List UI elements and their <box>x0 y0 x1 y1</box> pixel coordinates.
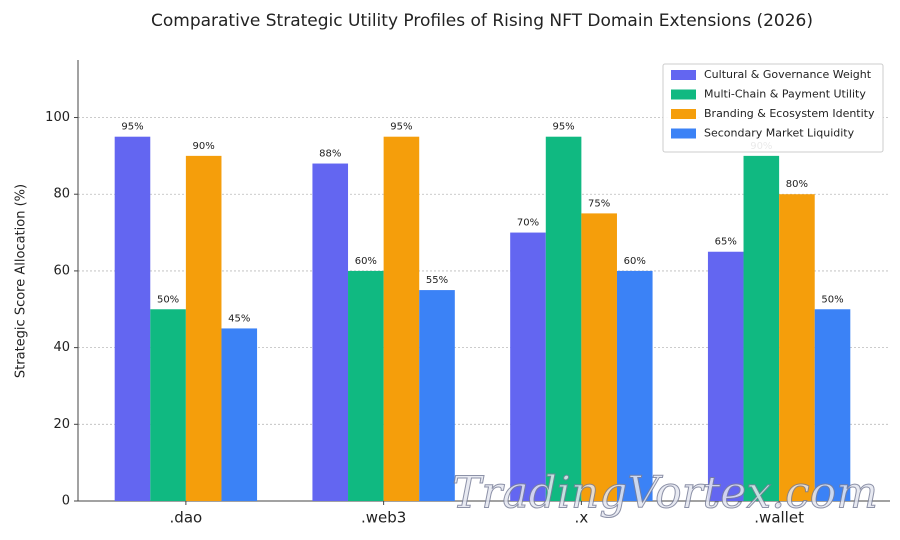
value-label: 60% <box>624 256 646 267</box>
bar <box>221 328 258 501</box>
y-tick-label: 20 <box>53 417 70 432</box>
bar <box>312 163 349 501</box>
x-tick-label: .wallet <box>754 509 804 527</box>
bar <box>114 136 151 501</box>
bar <box>814 309 851 501</box>
chart-title: Comparative Strategic Utility Profiles o… <box>151 11 813 31</box>
value-label: 70% <box>517 218 539 229</box>
legend-swatch <box>671 89 696 100</box>
bar <box>348 270 384 501</box>
legend-label: Secondary Market Liquidity <box>704 127 855 140</box>
bar <box>616 270 653 501</box>
value-label: 90% <box>193 141 215 152</box>
x-tick-label: .dao <box>170 509 203 527</box>
value-label: 65% <box>715 237 737 248</box>
value-label: 88% <box>319 149 341 160</box>
bar <box>150 309 186 501</box>
value-label: 55% <box>426 275 448 286</box>
value-label: 45% <box>228 313 250 324</box>
legend-label: Branding & Ecosystem Identity <box>704 107 875 120</box>
value-label: 80% <box>786 179 808 190</box>
watermark: TradingVortex.com <box>452 468 878 519</box>
y-tick-label: 100 <box>45 110 70 125</box>
legend-label: Multi-Chain & Payment Utility <box>704 88 866 101</box>
bar <box>743 155 780 501</box>
bar <box>510 232 546 501</box>
y-tick-label: 40 <box>53 340 70 355</box>
y-tick-label: 0 <box>62 494 70 509</box>
y-axis-label: Strategic Score Allocation (%) <box>14 184 29 378</box>
legend-swatch <box>671 109 696 119</box>
bar <box>581 213 617 502</box>
value-label: 50% <box>821 294 843 305</box>
bar <box>545 136 582 501</box>
value-label: 75% <box>588 198 610 209</box>
bar <box>383 136 420 501</box>
bar <box>707 251 744 501</box>
x-tick-label: .x <box>575 509 589 527</box>
bar <box>419 290 455 501</box>
value-label: 95% <box>390 122 412 133</box>
value-label: 95% <box>121 122 143 133</box>
value-label: 60% <box>355 256 377 267</box>
legend-box <box>662 63 884 153</box>
bar <box>779 194 815 501</box>
legend-swatch <box>671 70 696 80</box>
legend-label: Cultural & Governance Weight <box>704 68 872 81</box>
value-label: 50% <box>157 294 179 305</box>
bar <box>185 155 222 501</box>
y-tick-label: 80 <box>53 187 70 202</box>
value-label: 95% <box>552 122 574 133</box>
x-tick-label: .web3 <box>361 509 406 527</box>
legend-swatch <box>671 128 696 139</box>
y-tick-label: 60 <box>53 263 70 278</box>
